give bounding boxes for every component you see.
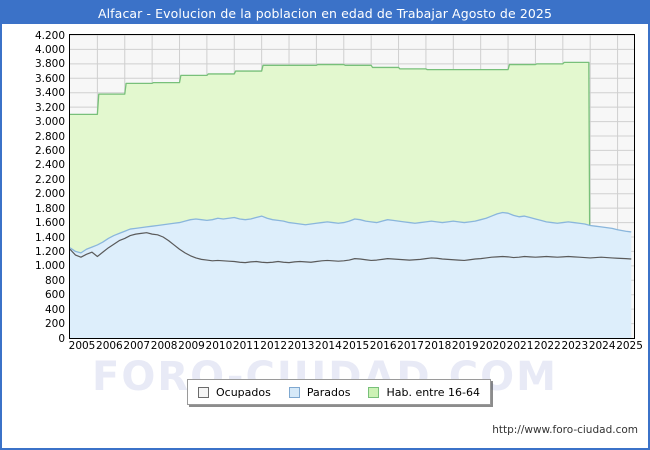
legend-item[interactable]: Parados — [288, 385, 351, 399]
y-axis-tick-label: 1.600 — [34, 217, 65, 230]
y-axis-tick-label: 1.400 — [34, 231, 65, 244]
x-axis-tick-label: 2020 — [479, 340, 507, 352]
source-url: http://www.foro-ciudad.com — [492, 424, 638, 436]
x-axis-labels: 2005 2006 2007 2008 2009 2010 2011 2012 2013 2014… — [68, 340, 643, 356]
page-title: Alfacar - Evolucion de la poblacion en e… — [97, 5, 553, 21]
x-axis-tick-label: 2011 — [232, 340, 260, 352]
series-line-ocupados — [70, 232, 632, 264]
y-axis-tick-label: 3.800 — [34, 58, 65, 71]
y-axis-tick-label: 3.400 — [34, 87, 65, 100]
y-axis-tick-label: 3.600 — [34, 72, 65, 85]
x-axis-tick-label: 2012 — [260, 340, 288, 352]
y-axis-labels: 0 200 400 600 800 1.000 1.200 1.400 1.600 1.800 2.… — [2, 30, 65, 345]
y-axis-tick-label: 2.200 — [34, 173, 65, 186]
plot-area-wrapper — [69, 34, 635, 339]
legend-swatch — [368, 386, 380, 398]
series-line-hab-entre-16-64 — [70, 61, 591, 338]
legend-item-label: Ocupados — [216, 385, 271, 399]
x-axis-tick-label: 2016 — [369, 340, 397, 352]
y-axis-tick-label: 1.000 — [34, 260, 65, 273]
x-axis-tick-label: 2015 — [342, 340, 370, 352]
y-axis-tick-label: 2.800 — [34, 130, 65, 143]
y-axis-tick-label: 3.200 — [34, 101, 65, 114]
legend-item-label: Parados — [306, 385, 351, 399]
x-axis-tick-label: 2019 — [451, 340, 479, 352]
x-axis-tick-label: 2024 — [588, 340, 616, 352]
legend-item-label: Hab. entre 16-64 — [386, 385, 481, 399]
x-axis-tick-label: 2010 — [205, 340, 233, 352]
x-axis-tick-label: 2025 — [616, 340, 643, 352]
y-axis-tick-label: 2.400 — [34, 159, 65, 172]
y-axis-tick-label: 400 — [44, 303, 65, 316]
y-axis-tick-label: 800 — [44, 274, 65, 287]
series-area-parados — [70, 212, 632, 338]
y-axis-tick-label: 3.000 — [34, 116, 65, 129]
chart-plot-svg — [70, 35, 634, 338]
chart-canvas: FORO-CIUDAD.COM 0 200 400 600 800 1.000 1.200 1… — [2, 24, 648, 448]
x-axis-tick-label: 2018 — [424, 340, 452, 352]
y-axis-tick-label: 2.600 — [34, 144, 65, 157]
x-axis-tick-label: 2013 — [287, 340, 315, 352]
legend-swatch — [198, 386, 209, 398]
x-axis-tick-label: 2005 — [68, 340, 96, 352]
x-axis-tick-label: 2014 — [315, 340, 342, 352]
x-axis-tick-label: 2017 — [397, 340, 424, 352]
y-axis-tick-label: 200 — [44, 318, 65, 331]
x-axis-tick-label: 2008 — [150, 340, 178, 352]
data-series — [70, 61, 632, 338]
x-axis-tick-label: 2023 — [561, 340, 589, 352]
legend-item[interactable]: Hab. entre 16-64 — [368, 386, 480, 399]
plot-area — [69, 34, 635, 339]
window-title-bar: Alfacar - Evolucion de la poblacion en e… — [2, 2, 648, 24]
x-axis-tick-label: 2006 — [96, 340, 123, 352]
y-axis-tick-label: 2.000 — [34, 188, 65, 201]
legend-swatch — [288, 386, 300, 398]
y-axis-tick-label: 1.800 — [34, 202, 65, 215]
x-axis-tick-label: 2009 — [178, 340, 205, 352]
x-axis-tick-label: 2007 — [123, 340, 151, 352]
y-axis-tick-label: 4.000 — [34, 43, 65, 56]
y-axis-tick-label: 0 — [58, 332, 65, 345]
y-axis-tick-label: 4.200 — [34, 29, 65, 42]
y-axis-tick-label: 1.200 — [34, 245, 65, 258]
y-axis-tick-label: 600 — [44, 289, 65, 302]
series-line-parados — [70, 211, 632, 254]
chart-legend: Ocupados Parados Hab. entre 16-64 — [187, 379, 492, 405]
legend-item[interactable]: Ocupados — [198, 386, 271, 399]
x-axis-tick-label: 2021 — [506, 340, 534, 352]
x-axis-tick-label: 2022 — [534, 340, 561, 352]
